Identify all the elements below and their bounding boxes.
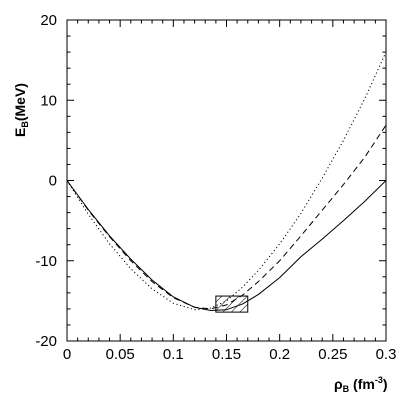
x-tick-label: 0.3	[376, 346, 397, 363]
x-tick-label: 0.1	[163, 346, 184, 363]
x-tick-label: 0.2	[269, 346, 290, 363]
y-tick-label: 20	[40, 12, 57, 29]
annotations	[215, 295, 249, 313]
series-line-solid	[66, 180, 387, 311]
x-tick-label: 0.15	[212, 346, 241, 363]
x-tick-label: 0	[63, 346, 71, 363]
y-axis-title-unit: (MeV)	[12, 83, 28, 121]
x-axis-title: ρB (fm-3)	[334, 375, 388, 394]
series-group	[66, 51, 387, 311]
x-axis-title-sub: B	[343, 384, 350, 394]
y-axis-title-sub: B	[20, 121, 30, 128]
plot-frame	[66, 19, 387, 342]
y-tick-label: 10	[40, 92, 57, 109]
x-tick-label: 0.25	[318, 346, 347, 363]
x-axis-title-unit-post: )	[383, 376, 388, 392]
series-line-dotted	[66, 51, 387, 311]
saturation-hatched-box	[215, 295, 249, 313]
tick-labels: 0 0.05 0.1 0.15 0.2 0.25 0.3 -20 -10 0 10 20	[35, 12, 396, 363]
y-tick-label: -10	[35, 253, 57, 270]
axis-ticks	[66, 19, 387, 342]
x-axis-title-unit-pre: (fm	[349, 376, 375, 392]
y-axis-title-main: E	[12, 128, 28, 137]
y-axis-title: EB(MeV)	[12, 83, 30, 137]
y-tick-label: -20	[35, 333, 57, 350]
x-tick-label: 0.05	[106, 346, 135, 363]
x-axis-title-unit-sup: -3	[375, 375, 383, 385]
x-axis-title-main: ρ	[334, 376, 343, 392]
series-line-dashed	[66, 124, 387, 310]
y-tick-label: 0	[49, 173, 57, 190]
